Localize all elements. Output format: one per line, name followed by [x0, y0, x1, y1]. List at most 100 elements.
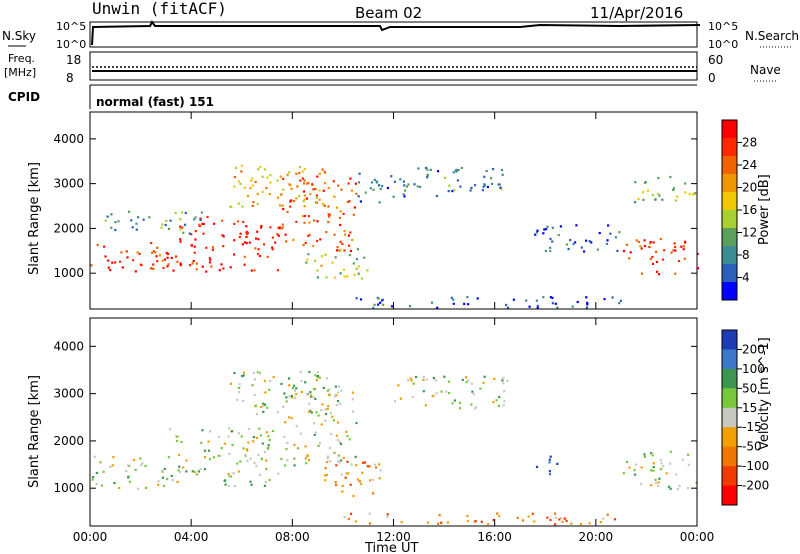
heatmap-cell [613, 518, 616, 521]
y-tick-label: 3000 [53, 177, 84, 191]
heatmap-cell [328, 388, 331, 391]
heatmap-cell [410, 379, 413, 382]
colorbar-segment [722, 228, 737, 247]
heatmap-cell [551, 296, 554, 299]
heatmap-cell [148, 216, 151, 219]
heatmap-cell [495, 399, 498, 402]
heatmap-cell [277, 226, 280, 229]
heatmap-cell [139, 457, 142, 460]
heatmap-cell [399, 178, 402, 181]
heatmap-cell [522, 519, 525, 522]
heatmap-cell [288, 395, 291, 398]
heatmap-cell [338, 216, 341, 219]
heatmap-cell [276, 196, 280, 199]
heatmap-cell [629, 251, 632, 254]
heatmap-cell [574, 241, 577, 244]
heatmap-cell [96, 243, 99, 247]
heatmap-cell [239, 182, 242, 185]
heatmap-cell [328, 393, 331, 396]
heatmap-cell [333, 233, 336, 236]
heatmap-cell [199, 467, 202, 471]
heatmap-cell [180, 440, 183, 444]
heatmap-cell [331, 261, 334, 264]
heatmap-cell [412, 382, 415, 385]
heatmap-cell [651, 262, 655, 265]
heatmap-cell [342, 456, 345, 459]
heatmap-cell [392, 195, 395, 198]
heatmap-cell [373, 303, 376, 306]
y-tick-label: 2000 [53, 221, 84, 235]
heatmap-cell [176, 481, 179, 484]
heatmap-cell [506, 306, 509, 309]
heatmap-cell [320, 409, 323, 412]
heatmap-cell [343, 229, 346, 233]
heatmap-cell [548, 458, 551, 461]
freq-panel: Freq. [MHz] 18 8 60 0 Nave [4, 51, 781, 85]
heatmap-cell [502, 404, 505, 407]
heatmap-cell [457, 169, 460, 172]
heatmap-cell [364, 461, 367, 464]
nsky-trace [91, 20, 701, 46]
heatmap-cell [168, 428, 172, 431]
heatmap-cell [640, 272, 644, 275]
heatmap-cell [211, 246, 214, 249]
heatmap-cell [649, 257, 652, 260]
heatmap-cell [294, 396, 297, 399]
heatmap-cell [618, 231, 621, 234]
heatmap-cell [111, 464, 114, 467]
heatmap-cell [289, 205, 292, 208]
heatmap-cell [357, 478, 360, 481]
heatmap-cell [227, 473, 230, 476]
heatmap-cell [554, 302, 557, 305]
heatmap-cell [185, 459, 188, 462]
heatmap-cell [283, 435, 286, 438]
heatmap-cell [242, 399, 245, 403]
heatmap-cell [174, 211, 177, 215]
heatmap-cell [341, 490, 344, 493]
heatmap-cell [138, 252, 141, 255]
heatmap-cell [255, 237, 258, 240]
heatmap-cell [233, 253, 236, 256]
heatmap-cell [307, 215, 310, 218]
heatmap-cell [271, 429, 274, 433]
heatmap-cell [492, 519, 495, 522]
heatmap-cell [233, 239, 236, 242]
velocity-y-axis: 1000 2000 3000 4000 [53, 339, 697, 495]
heatmap-cell [268, 388, 271, 391]
heatmap-cell [263, 451, 267, 454]
heatmap-cell [446, 521, 449, 524]
heatmap-cell [360, 482, 363, 486]
nsearch-label: N.Search [745, 29, 799, 43]
heatmap-cell [220, 447, 223, 450]
heatmap-cell [125, 469, 128, 472]
heatmap-cell [249, 457, 252, 460]
heatmap-cell [278, 204, 282, 207]
heatmap-cell [585, 296, 588, 299]
colorbar-segment [722, 282, 737, 301]
heatmap-cell [580, 246, 583, 249]
heatmap-cell [324, 419, 327, 422]
heatmap-cell [355, 297, 358, 300]
heatmap-cell [570, 522, 573, 525]
heatmap-cell [128, 480, 132, 483]
heatmap-cell [260, 224, 263, 228]
heatmap-cell [288, 377, 291, 380]
heatmap-cell [651, 193, 654, 196]
heatmap-cell [208, 261, 212, 264]
heatmap-cell [243, 255, 246, 258]
power-frame [89, 111, 698, 310]
heatmap-cell [321, 255, 324, 258]
heatmap-cell [321, 202, 324, 205]
heatmap-cell [203, 449, 206, 452]
cpid-panel: CPID normal (fast) 151 [8, 84, 697, 109]
heatmap-cell [481, 189, 484, 192]
heatmap-cell [134, 270, 137, 273]
heatmap-cell [314, 397, 317, 400]
heatmap-cell [176, 435, 179, 438]
colorbar-segment [722, 368, 737, 389]
heatmap-cell [179, 238, 182, 241]
heatmap-cell [295, 425, 298, 428]
heatmap-cell [321, 168, 324, 171]
heatmap-cell [240, 435, 243, 438]
heatmap-cell [207, 440, 210, 443]
